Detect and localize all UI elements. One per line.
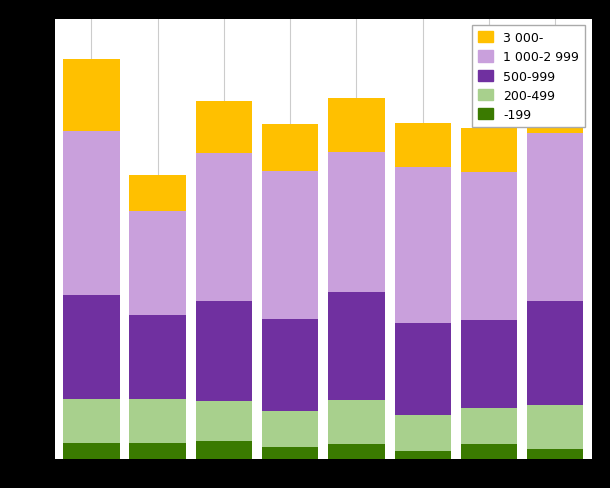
Bar xyxy=(63,295,120,399)
Bar xyxy=(63,131,120,295)
Bar xyxy=(196,401,252,441)
Bar xyxy=(262,125,318,171)
Bar xyxy=(527,302,583,405)
Bar xyxy=(262,171,318,319)
Bar xyxy=(129,399,186,443)
Bar xyxy=(527,134,583,302)
Bar xyxy=(461,129,517,173)
Bar xyxy=(196,302,252,401)
Bar xyxy=(461,445,517,459)
Bar xyxy=(395,167,451,323)
Bar xyxy=(328,401,384,445)
Bar xyxy=(395,451,451,459)
Bar xyxy=(328,445,384,459)
Bar xyxy=(63,399,120,443)
Bar xyxy=(461,321,517,408)
Bar xyxy=(395,123,451,167)
Bar xyxy=(395,323,451,415)
Bar xyxy=(63,443,120,459)
Bar xyxy=(527,405,583,449)
Legend: 3 000-, 1 000-2 999, 500-999, 200-499, -199: 3 000-, 1 000-2 999, 500-999, 200-499, -… xyxy=(472,26,586,128)
Bar xyxy=(196,441,252,459)
Bar xyxy=(129,175,186,211)
Bar xyxy=(129,443,186,459)
Bar xyxy=(196,102,252,154)
Bar xyxy=(461,173,517,321)
Bar xyxy=(527,449,583,459)
Bar xyxy=(262,411,318,447)
Bar xyxy=(129,211,186,315)
Bar xyxy=(129,315,186,399)
Bar xyxy=(527,62,583,134)
Bar xyxy=(328,293,384,401)
Bar xyxy=(262,447,318,459)
Bar xyxy=(395,415,451,451)
Bar xyxy=(328,153,384,293)
Bar xyxy=(461,408,517,445)
Bar xyxy=(262,319,318,411)
Bar xyxy=(328,99,384,153)
Bar xyxy=(196,154,252,302)
Bar xyxy=(63,60,120,131)
